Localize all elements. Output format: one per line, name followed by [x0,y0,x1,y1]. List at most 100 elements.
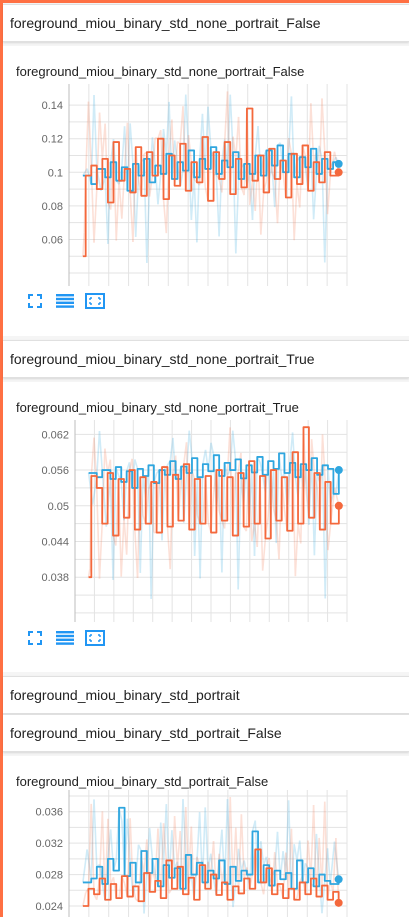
raw-trace-segment [120,517,125,577]
raw-trace-segment [229,94,234,153]
y-tick-label: 0.12 [42,134,63,146]
raw-trace-segment [310,103,315,163]
raw-trace-segment [128,458,133,471]
raw-trace-segment [321,98,326,153]
raw-trace-segment [104,177,109,244]
raw-trace-segment [82,168,88,177]
raw-trace-segment [253,523,259,548]
raw-trace-segment [237,452,242,474]
raw-trace-segment [162,823,168,861]
raw-trace-segment [157,129,162,139]
toggle-log-scale-icon[interactable] [55,630,75,646]
raw-trace-segment [169,437,174,462]
raw-trace-segment [107,202,112,210]
y-tick-label: 0.06 [42,234,63,246]
raw-trace-segment [318,837,323,886]
expand-chart-icon[interactable] [85,630,105,646]
raw-trace-segment [101,123,106,159]
raw-trace-segment [310,804,315,879]
raw-trace-segment [162,804,168,866]
raw-trace-segment [162,199,168,234]
section-header-label: foreground_miou_binary_std_portrait_Fals… [10,725,282,741]
chart-1-svg: 0.14 0.12 0.1 0.08 0.06 [42,84,348,286]
y-tick-label: 0.038 [41,572,69,584]
raw-trace-segment [226,469,231,476]
raw-trace-segment [109,876,115,885]
series-line-orange [88,426,340,579]
raw-trace-segment [315,833,320,875]
fit-domain-icon[interactable] [25,630,45,646]
raw-trace-segment [327,523,332,551]
y-tick-label: 0.028 [35,870,63,882]
raw-trace-segment [218,829,223,861]
raw-trace-segment [173,861,179,869]
raw-trace-segment [182,799,187,855]
chart-card-1: foreground_miou_binary_std_none_portrait… [3,46,409,336]
raw-trace-segment [235,178,240,254]
raw-trace-segment [207,106,212,148]
y-tick-label: 0.044 [41,536,69,548]
section-header-label: foreground_miou_binary_std_none_portrait… [10,15,321,31]
raw-trace-segment [260,192,265,235]
raw-trace-segment [218,475,223,573]
raw-trace-segment [310,458,316,556]
raw-trace-segment [143,872,148,914]
raw-trace-segment [310,439,316,474]
raw-trace-segment [293,183,298,241]
raw-trace-segment [107,818,112,885]
raw-trace-segment [262,856,268,866]
raw-trace-segment [282,851,287,874]
raw-trace-segment [193,177,198,243]
raw-trace-segment [326,848,332,885]
raw-trace-segment [183,442,188,465]
chart-card-3: foreground_miou_binary_std_portrait_Fals… [3,756,409,917]
raw-trace-segment [318,145,323,160]
raw-trace-segment [321,434,327,483]
raw-trace-segment [187,826,193,878]
raw-trace-segment [166,526,171,570]
expand-chart-icon[interactable] [85,293,105,309]
section-header-label: foreground_miou_binary_std_none_portrait… [10,351,315,367]
raw-trace-segment [287,96,293,154]
raw-trace-segment [82,232,86,257]
raw-trace-segment [87,803,93,889]
raw-trace-segment [129,123,134,164]
raw-trace-segment [251,180,257,212]
toggle-log-scale-icon[interactable] [55,293,75,309]
chart-toolbar [25,630,105,646]
raw-trace-segment [321,465,327,599]
raw-trace-segment [118,180,123,219]
raw-trace-segment [162,128,168,154]
raw-trace-segment [232,880,237,908]
y-tick-label: 0.056 [41,465,69,477]
raw-trace-segment [324,468,329,599]
y-tick-label: 0.1 [48,167,63,179]
section-header-portrait[interactable]: foreground_miou_binary_std_portrait [3,676,409,714]
raw-trace-segment [260,882,265,895]
series-line-blue [88,452,340,495]
section-header-none-portrait-false[interactable]: foreground_miou_binary_std_none_portrait… [3,4,409,42]
raw-trace-segment [223,91,229,143]
raw-trace-segment [93,799,98,867]
raw-trace-segment [234,459,239,590]
raw-trace-segment [304,862,309,869]
raw-trace-segment [82,892,87,907]
section-header-portrait-false[interactable]: foreground_miou_binary_std_portrait_Fals… [3,714,409,752]
section-header-none-portrait-true[interactable]: foreground_miou_binary_std_none_portrait… [3,340,409,378]
y-tick-label: 0.024 [35,901,63,913]
raw-trace-segment [137,844,143,852]
raw-trace-segment [272,468,278,544]
raw-trace-segment [112,535,117,546]
raw-trace-segment [207,861,212,875]
raw-trace-segment [184,94,190,151]
fit-domain-icon[interactable] [25,293,45,309]
chart-2-svg: 0.062 0.056 0.05 0.044 0.038 [41,420,348,622]
raw-trace-segment [187,135,193,163]
raw-trace-segment [95,487,101,579]
raw-trace-segment [199,464,204,579]
raw-trace-segment [84,101,90,176]
raw-trace-segment [179,106,184,144]
raw-trace-segment [215,173,220,237]
raw-trace-segment [240,187,245,196]
raw-trace-segment [202,449,207,465]
